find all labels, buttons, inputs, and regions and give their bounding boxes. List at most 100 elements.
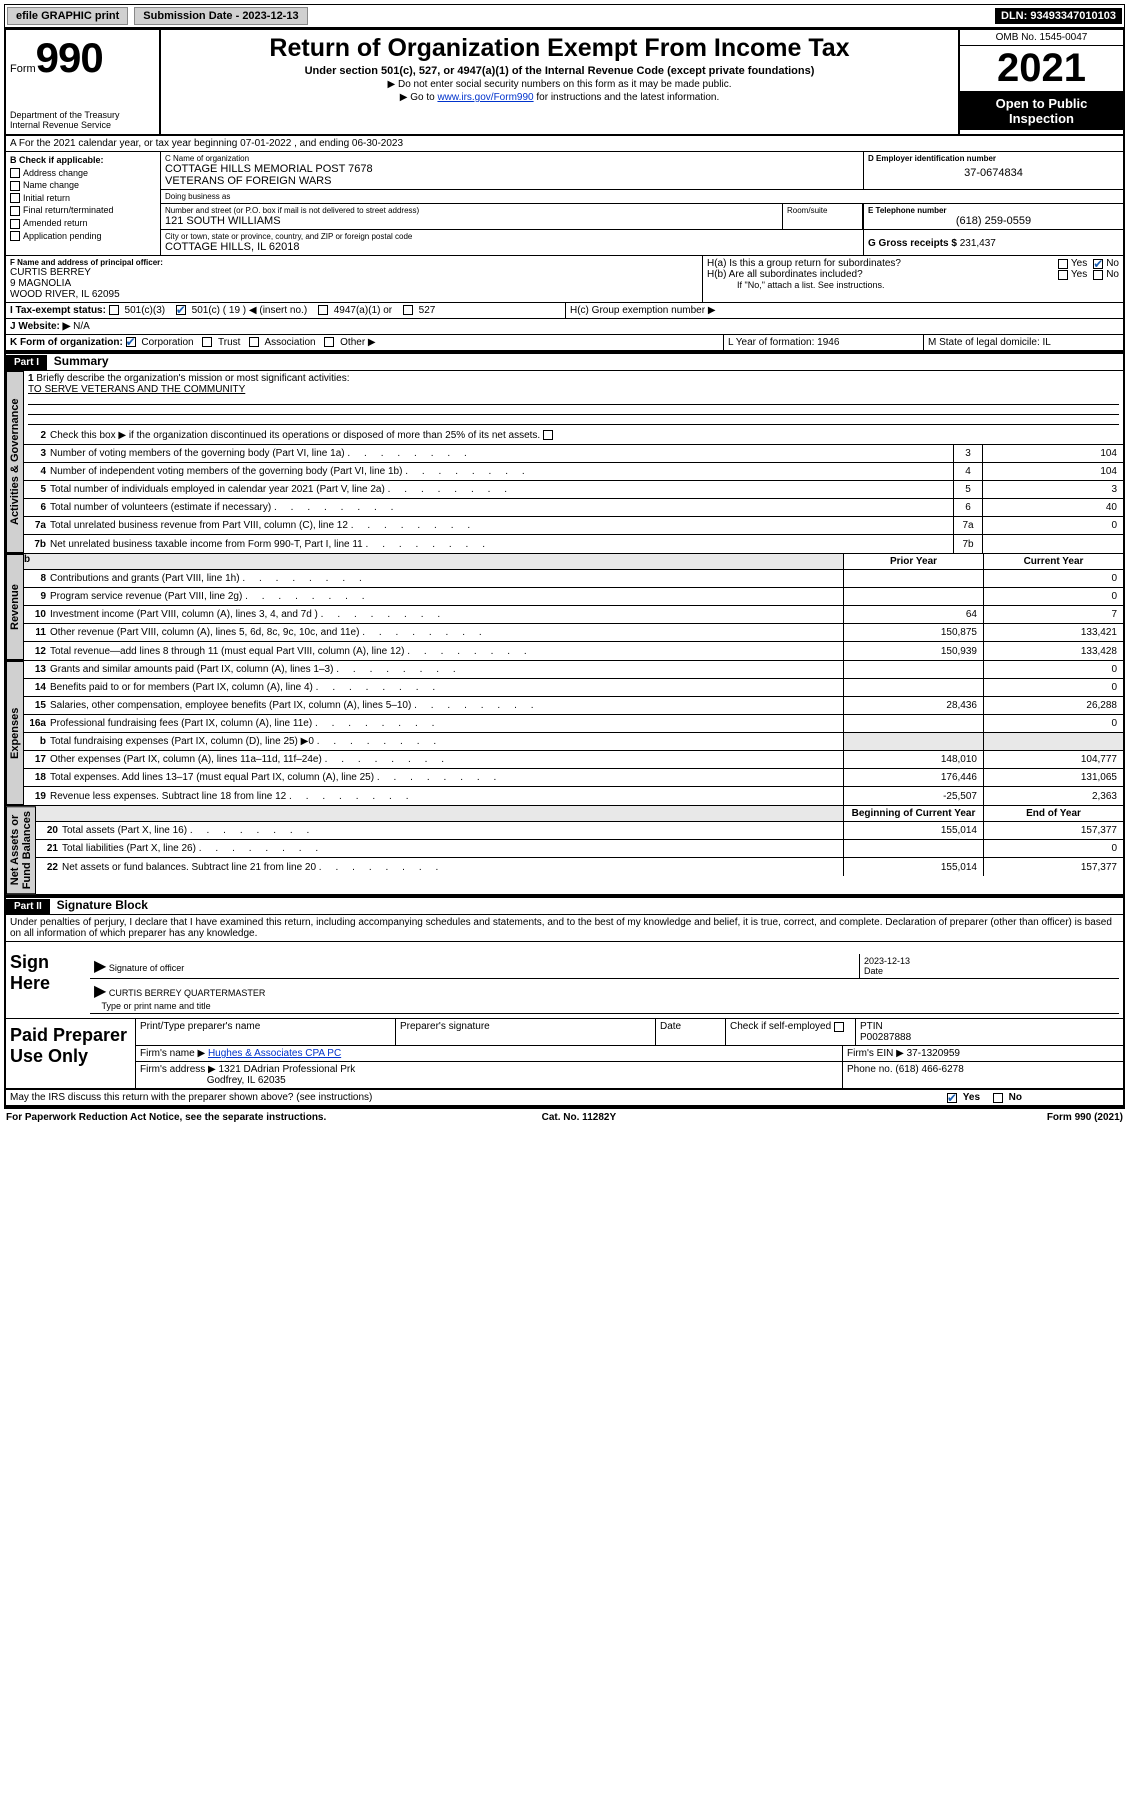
opt-trust: Trust	[218, 337, 240, 348]
line-3: 3Number of voting members of the governi…	[24, 445, 1123, 463]
firm-phone: (618) 466-6278	[895, 1064, 963, 1075]
line-6: 6Total number of volunteers (estimate if…	[24, 499, 1123, 517]
line-14: 14Benefits paid to or for members (Part …	[24, 679, 1123, 697]
telephone: (618) 259-0559	[868, 215, 1119, 227]
cb-assoc[interactable]	[249, 337, 259, 347]
lbl-application-pending: Application pending	[23, 231, 102, 241]
officer-name-title: CURTIS BERREY QUARTERMASTER	[109, 988, 266, 998]
row-j-label: J Website: ▶	[10, 321, 70, 332]
col-preparer-name: Print/Type preparer's name	[136, 1019, 396, 1045]
label-org-name: C Name of organization	[165, 154, 859, 163]
side-revenue: Revenue	[6, 554, 24, 660]
line-12: 12Total revenue—add lines 8 through 11 (…	[24, 642, 1123, 660]
rev-spacer: b	[24, 554, 843, 569]
col-preparer-date: Date	[656, 1019, 726, 1045]
label-signature-officer: ▶ Signature of officer	[90, 954, 859, 978]
check-self-employed: Check if self-employed	[726, 1019, 856, 1045]
ha-yes[interactable]	[1058, 259, 1068, 269]
lbl-initial-return: Initial return	[23, 193, 70, 203]
cb-other[interactable]	[324, 337, 334, 347]
hb-yes[interactable]	[1058, 270, 1068, 280]
line-15: 15Salaries, other compensation, employee…	[24, 697, 1123, 715]
label-firm-phone: Phone no.	[847, 1064, 893, 1075]
city-state-zip: COTTAGE HILLS, IL 62018	[165, 241, 859, 253]
cb-discontinued[interactable]	[543, 430, 553, 440]
col-preparer-sig: Preparer's signature	[396, 1019, 656, 1045]
open-to-public: Open to Public Inspection	[960, 92, 1123, 130]
discuss-yes-label: Yes	[963, 1092, 980, 1103]
mission-text: TO SERVE VETERANS AND THE COMMUNITY	[28, 384, 245, 395]
line-11: 11Other revenue (Part VIII, column (A), …	[24, 624, 1123, 642]
dln: DLN: 93493347010103	[995, 8, 1122, 24]
row-a-tax-year: A For the 2021 calendar year, or tax yea…	[6, 136, 1123, 152]
officer-name: CURTIS BERREY	[10, 267, 698, 278]
goto-prefix: ▶ Go to	[400, 92, 438, 103]
year-of-formation: L Year of formation: 1946	[723, 335, 923, 350]
cb-final-return[interactable]	[10, 206, 20, 216]
website: N/A	[73, 321, 90, 332]
line-20: 20Total assets (Part X, line 16)155,0141…	[36, 822, 1123, 840]
line-22: 22Net assets or fund balances. Subtract …	[36, 858, 1123, 876]
cb-corp[interactable]	[126, 337, 136, 347]
cb-4947[interactable]	[318, 305, 328, 315]
col-begin-year: Beginning of Current Year	[843, 806, 983, 821]
form-title: Return of Organization Exempt From Incom…	[169, 34, 950, 63]
part2-label: Part II	[6, 899, 50, 914]
side-net-assets: Net Assets or Fund Balances	[6, 806, 36, 894]
firm-name-link[interactable]: Hughes & Associates CPA PC	[208, 1048, 341, 1059]
cb-address-change[interactable]	[10, 168, 20, 178]
sign-here-label: Sign Here	[6, 942, 86, 1018]
firm-address-2: Godfrey, IL 62035	[207, 1075, 286, 1086]
firm-address-1: 1321 DAdrian Professional Prk	[219, 1064, 356, 1075]
goto-suffix: for instructions and the latest informat…	[534, 92, 720, 103]
cb-527[interactable]	[403, 305, 413, 315]
discuss-yes[interactable]	[947, 1093, 957, 1103]
q1-label: Briefly describe the organization's miss…	[36, 373, 349, 384]
lbl-amended-return: Amended return	[23, 218, 88, 228]
discuss-with-preparer: May the IRS discuss this return with the…	[10, 1092, 372, 1103]
omb-number: OMB No. 1545-0047	[960, 30, 1123, 46]
irs-form990-link[interactable]: www.irs.gov/Form990	[437, 92, 533, 103]
cb-name-change[interactable]	[10, 181, 20, 191]
q2-label: Check this box ▶ if the organization dis…	[50, 430, 1123, 441]
label-gross-receipts: G Gross receipts $	[868, 238, 957, 249]
line-18: 18Total expenses. Add lines 13–17 (must …	[24, 769, 1123, 787]
hb-yes-label: Yes	[1071, 269, 1087, 280]
opt-other: Other ▶	[340, 337, 375, 348]
discuss-no-label: No	[1009, 1092, 1022, 1103]
ha-no[interactable]	[1093, 259, 1103, 269]
hc-label: H(c) Group exemption number ▶	[570, 305, 716, 316]
cb-501c3[interactable]	[109, 305, 119, 315]
submission-date: Submission Date - 2023-12-13	[134, 7, 307, 25]
discuss-no[interactable]	[993, 1093, 1003, 1103]
cb-application-pending[interactable]	[10, 231, 20, 241]
part1-title: Summary	[54, 354, 109, 368]
label-city: City or town, state or province, country…	[165, 232, 859, 241]
cb-self-employed[interactable]	[834, 1022, 844, 1032]
line-9: 9Program service revenue (Part VIII, lin…	[24, 588, 1123, 606]
cb-amended-return[interactable]	[10, 219, 20, 229]
cb-501c[interactable]	[176, 305, 186, 315]
row-i-label: I Tax-exempt status:	[10, 305, 106, 316]
form-footer: Form 990 (2021)	[1047, 1112, 1123, 1123]
form-subtitle-1: Under section 501(c), 527, or 4947(a)(1)…	[169, 65, 950, 77]
line-21: 21Total liabilities (Part X, line 26)0	[36, 840, 1123, 858]
paperwork-reduction: For Paperwork Reduction Act Notice, see …	[6, 1112, 326, 1123]
label-firm-name: Firm's name ▶	[140, 1048, 205, 1059]
line-13: 13Grants and similar amounts paid (Part …	[24, 661, 1123, 679]
form-number: 990	[36, 34, 103, 81]
line-8: 8Contributions and grants (Part VIII, li…	[24, 570, 1123, 588]
line-b: bTotal fundraising expenses (Part IX, co…	[24, 733, 1123, 751]
label-address: Number and street (or P.O. box if mail i…	[165, 206, 778, 215]
hb-no[interactable]	[1093, 270, 1103, 280]
col-end-year: End of Year	[983, 806, 1123, 821]
cb-initial-return[interactable]	[10, 193, 20, 203]
efile-print-button[interactable]: efile GRAPHIC print	[7, 7, 128, 25]
dept-treasury: Department of the Treasury Internal Reve…	[10, 110, 155, 130]
form-word: Form	[10, 63, 36, 75]
officer-addr1: 9 MAGNOLIA	[10, 278, 698, 289]
label-ptin: PTIN	[860, 1021, 883, 1032]
line-7a: 7aTotal unrelated business revenue from …	[24, 517, 1123, 535]
line-17: 17Other expenses (Part IX, column (A), l…	[24, 751, 1123, 769]
cb-trust[interactable]	[202, 337, 212, 347]
